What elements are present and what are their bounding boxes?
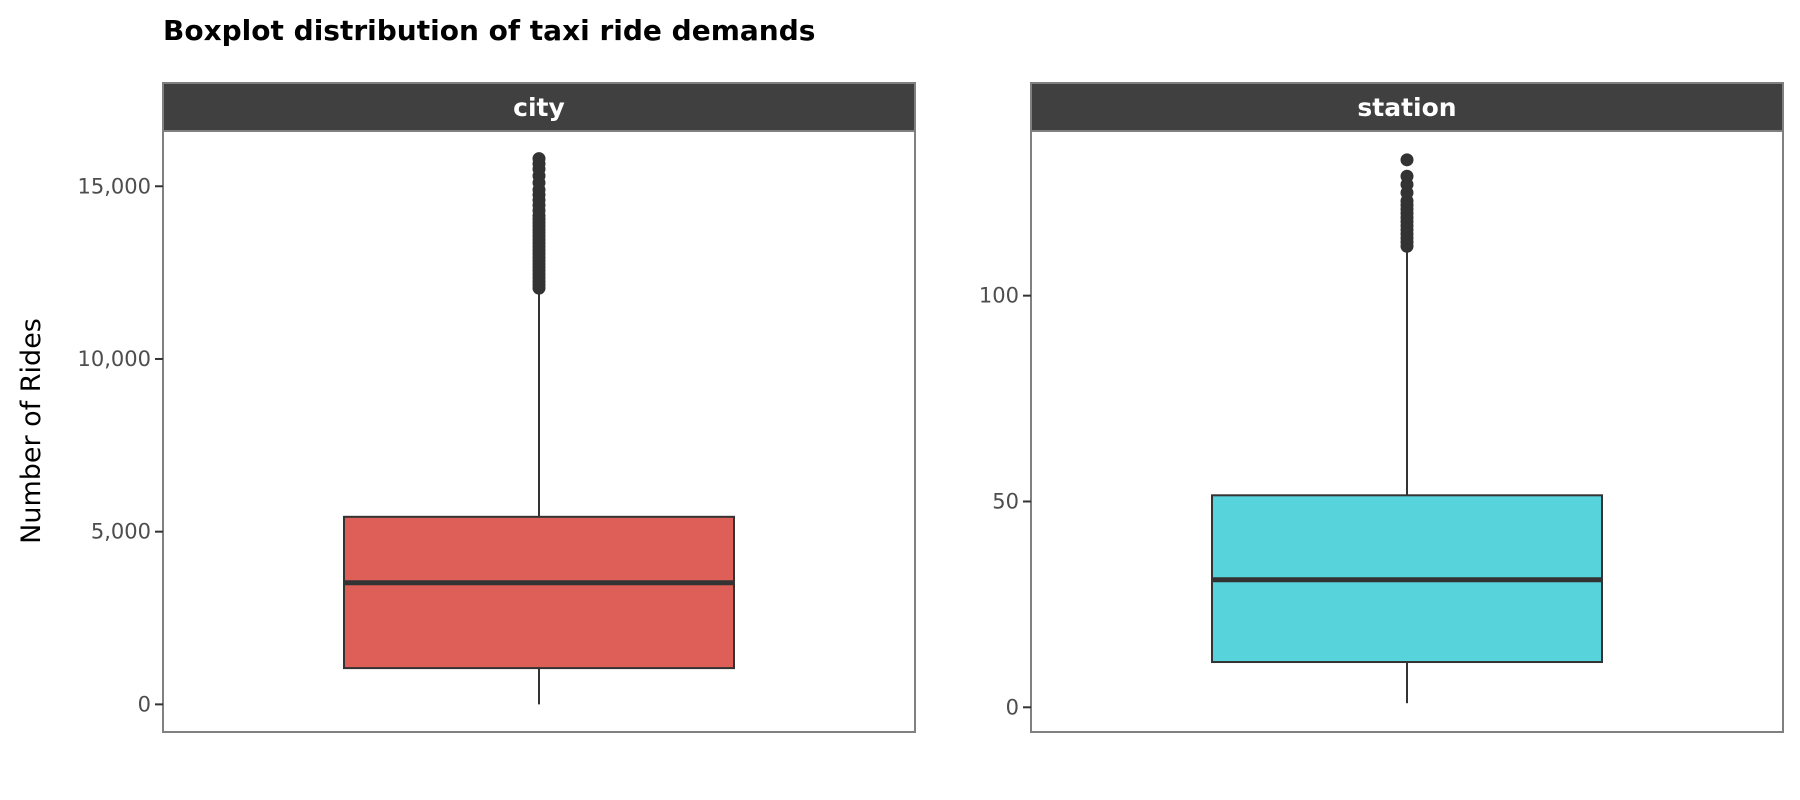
y-axis-label: Number of Rides — [16, 318, 47, 544]
chart-title: Boxplot distribution of taxi ride demand… — [163, 14, 815, 47]
y-tick-label-city-1: 5,000 — [91, 520, 151, 544]
outlier-point-city-31 — [532, 152, 546, 166]
y-tick-label-city-0: 0 — [138, 692, 151, 716]
box-city — [343, 515, 735, 670]
strip-label-city: city — [513, 93, 565, 122]
y-tick-label-city-2: 10,000 — [78, 347, 151, 371]
facet-panels: city 0 5,000 10,000 15,000 station 0 50 100 — [78, 82, 1784, 733]
y-tick-label-station-0: 0 — [1006, 695, 1019, 719]
strip-city — [162, 82, 916, 132]
y-tick-label-station-2: 100 — [979, 284, 1019, 308]
y-tick-label-station-1: 50 — [992, 489, 1019, 513]
strip-station — [1030, 82, 1784, 132]
panel-city: city 0 5,000 10,000 15,000 — [78, 82, 916, 733]
panel-station: station 0 50 100 — [979, 82, 1784, 733]
outlier-point-station-14 — [1400, 169, 1414, 183]
strip-label-station: station — [1357, 93, 1456, 122]
outlier-point-station-15 — [1400, 153, 1414, 167]
y-tick-label-city-3: 15,000 — [78, 174, 151, 198]
